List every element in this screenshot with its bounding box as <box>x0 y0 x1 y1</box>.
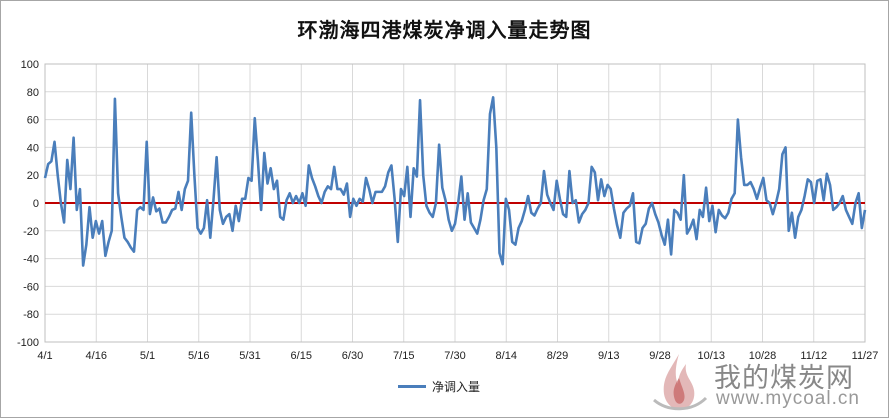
y-tick-labels: 100 80 60 40 20 0 -20 -40 -60 -80 -100 <box>17 59 39 349</box>
flame-logo-icon <box>653 354 708 411</box>
legend: 净调入量 <box>398 376 480 396</box>
x-tick-label: 7/15 <box>393 350 414 362</box>
x-tick-label: 8/29 <box>547 350 568 362</box>
x-tick-label: 7/30 <box>444 350 465 362</box>
x-tick-label: 9/13 <box>598 350 619 362</box>
y-tick-label: -20 <box>23 226 39 238</box>
x-tick-label: 10/28 <box>749 350 777 362</box>
x-tick-labels: 4/1 4/16 5/1 5/16 5/31 6/15 6/30 7/15 7/30 8/14 8/… <box>37 350 878 362</box>
x-tick-label: 5/16 <box>188 350 209 362</box>
y-tick-label: 20 <box>27 170 39 182</box>
series-line-net-inflow <box>43 96 867 267</box>
x-tick-label: 6/15 <box>291 350 312 362</box>
y-tick-label: 0 <box>33 198 39 210</box>
x-tick-label: 5/1 <box>140 350 155 362</box>
x-tick-label: 11/12 <box>800 350 827 362</box>
x-tick-label: 4/1 <box>37 350 52 362</box>
watermark-brand: 我的煤炭网 <box>714 363 854 394</box>
x-tick-label: 9/28 <box>649 350 670 362</box>
y-tick-label: -60 <box>23 281 39 293</box>
x-tick-label: 8/14 <box>496 350 517 362</box>
y-tick-label: 60 <box>27 115 39 127</box>
y-tick-label: 80 <box>27 87 39 99</box>
y-tick-label: 40 <box>27 142 39 154</box>
chart-title: 环渤海四港煤炭净调入量走势图 <box>297 18 592 42</box>
x-tick-label: 5/31 <box>239 350 260 362</box>
y-tick-label: -40 <box>23 254 39 266</box>
watermark-url: www.mycoal.cn <box>716 388 860 409</box>
legend-label: 净调入量 <box>432 379 481 394</box>
x-tick-label: 11/27 <box>852 350 879 362</box>
y-tick-label: 100 <box>21 59 39 71</box>
legend-swatch <box>398 384 426 388</box>
watermark: 我的煤炭网 www.mycoal.cn <box>648 350 888 414</box>
y-tick-label: -100 <box>17 337 39 349</box>
x-tick-label: 6/30 <box>342 350 363 362</box>
y-tick-label: -80 <box>23 309 39 321</box>
x-tick-label: 10/13 <box>697 350 725 362</box>
x-tick-label: 4/16 <box>86 350 107 362</box>
